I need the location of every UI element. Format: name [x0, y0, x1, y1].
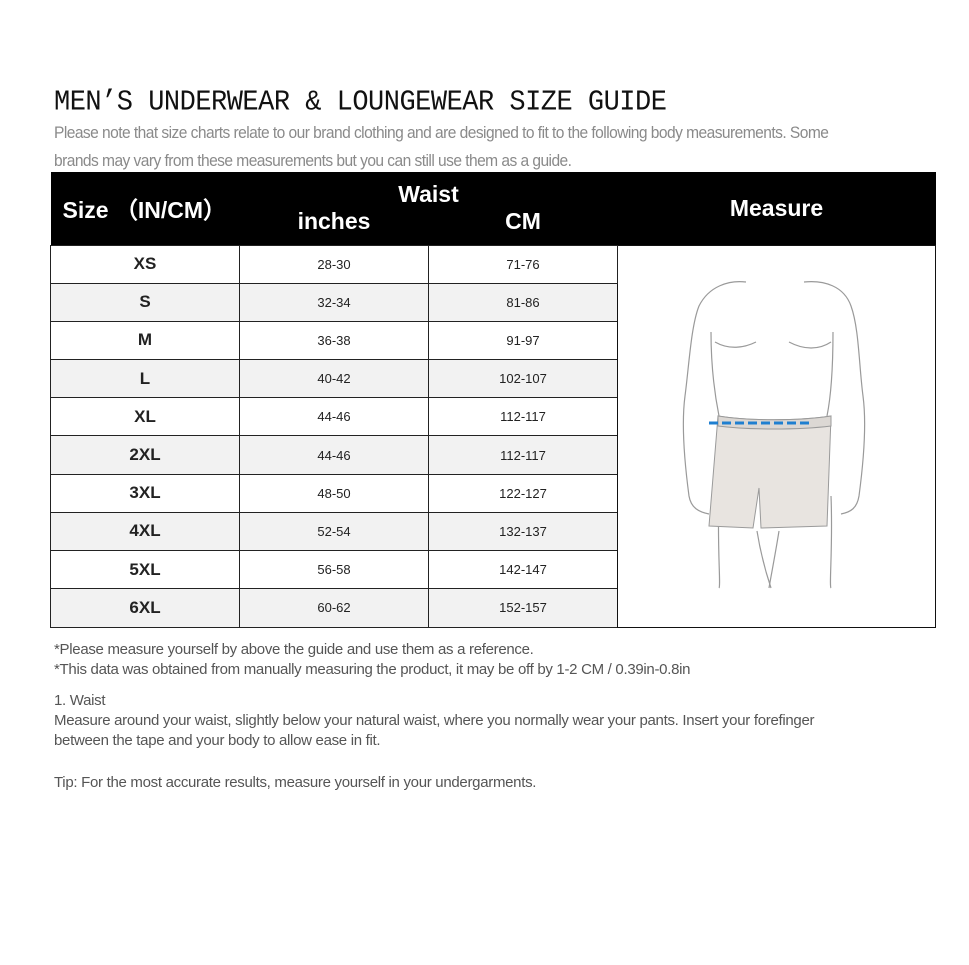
cm-cell: 122-127 — [428, 473, 618, 513]
size-cell: XL — [50, 397, 240, 437]
waist-heading: 1. Waist — [54, 692, 106, 709]
inches-cell: 52-54 — [239, 511, 429, 552]
waist-instructions-2: between the tape and your body to allow … — [54, 732, 381, 749]
cm-cell: 102-107 — [428, 359, 618, 399]
size-cell: 5XL — [50, 549, 240, 590]
note-reference: *Please measure yourself by above the gu… — [54, 641, 534, 658]
table-row: 5XL 56-58 142-147 — [50, 549, 936, 590]
inches-cell: 28-30 — [239, 244, 429, 284]
size-cell: L — [50, 359, 240, 399]
intro-text-line-1: Please note that size charts relate to o… — [54, 123, 829, 142]
cm-cell: 152-157 — [428, 588, 618, 628]
size-cell: 3XL — [50, 473, 240, 513]
header-measure: Measure — [617, 172, 936, 245]
header-inches: inches — [239, 208, 429, 245]
note-accuracy: *This data was obtained from manually me… — [54, 661, 691, 678]
size-table: Size （IN/CM） Waist Measure inches CM XS … — [50, 172, 936, 628]
table-row: XS 28-30 71-76 — [50, 244, 936, 628]
cm-cell: 132-137 — [428, 511, 618, 552]
tip-text: Tip: For the most accurate results, meas… — [54, 774, 537, 791]
inches-cell: 56-58 — [239, 549, 429, 590]
intro-text-line-2: brands may vary from these measurements … — [54, 151, 572, 170]
size-cell: 6XL — [50, 588, 240, 628]
measure-figure-cell — [617, 244, 936, 628]
inches-cell: 60-62 — [239, 588, 429, 628]
cm-cell: 91-97 — [428, 320, 618, 361]
page-title: MEN’S UNDERWEAR & LOUNGEWEAR SIZE GUIDE — [54, 87, 667, 119]
cm-cell: 112-117 — [428, 397, 618, 437]
header-cm: CM — [428, 208, 618, 245]
size-cell: 4XL — [50, 511, 240, 552]
inches-cell: 48-50 — [239, 473, 429, 513]
cm-cell: 142-147 — [428, 549, 618, 590]
table-row: L 40-42 102-107 — [50, 359, 936, 399]
notes-section: *Please measure yourself by above the gu… — [54, 641, 815, 791]
inches-cell: 32-34 — [239, 282, 429, 322]
size-cell: 2XL — [50, 435, 240, 475]
table-row: 6XL 60-62 152-157 — [50, 588, 936, 628]
size-cell: S — [50, 282, 240, 322]
inches-cell: 36-38 — [239, 320, 429, 361]
inches-cell: 44-46 — [239, 397, 429, 437]
table-row: M 36-38 91-97 — [50, 320, 936, 361]
size-cell: M — [50, 320, 240, 361]
header-waist: Waist — [239, 172, 618, 208]
cm-cell: 81-86 — [428, 282, 618, 322]
inches-cell: 40-42 — [239, 359, 429, 399]
waist-instructions-1: Measure around your waist, slightly belo… — [54, 712, 815, 729]
table-row: 4XL 52-54 132-137 — [50, 511, 936, 552]
table-row: 2XL 44-46 112-117 — [50, 435, 936, 475]
table-row: 3XL 48-50 122-127 — [50, 473, 936, 513]
cm-cell: 112-117 — [428, 435, 618, 475]
cm-cell: 71-76 — [428, 244, 618, 284]
size-cell: XS — [50, 244, 240, 284]
header-size: Size （IN/CM） — [50, 172, 240, 245]
table-row: XL 44-46 112-117 — [50, 397, 936, 437]
waist-measure-body-illustration-icon — [682, 280, 865, 588]
inches-cell: 44-46 — [239, 435, 429, 475]
